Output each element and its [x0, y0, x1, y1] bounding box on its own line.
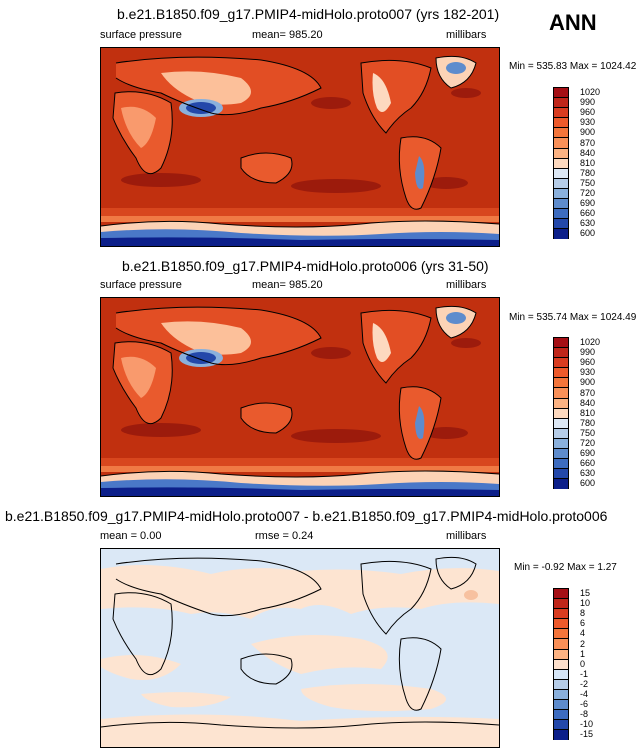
panel1-map [100, 47, 500, 247]
panel2-cbar-label: 630 [580, 468, 596, 479]
panel2-cbar-label: 840 [580, 397, 596, 408]
panel2-minmax: Min = 535.74 Max = 1024.49 [509, 312, 637, 323]
panel3-rmse-label: rmse = 0.24 [255, 530, 314, 542]
panel2-cbar-label: 750 [580, 427, 596, 438]
panel1-cbar-label: 900 [580, 127, 596, 138]
panel3-cbar-label: 6 [580, 618, 586, 629]
panel1-cbar-label: 750 [580, 177, 596, 188]
panel1-cbar-label: 720 [580, 188, 596, 198]
panel2-cbar-label: 720 [580, 438, 596, 448]
panel2-cbar-label: 780 [580, 417, 596, 428]
panel2-cbar-label: 930 [580, 367, 596, 378]
panel3-cbar-label: 4 [580, 628, 586, 639]
panel2-cbar-label: 870 [580, 387, 596, 398]
panel3-minmax: Min = -0.92 Max = 1.27 [514, 562, 617, 573]
panel1-cbar-label: 870 [580, 137, 596, 148]
panel3-cbar-label: -4 [580, 689, 589, 699]
panel2-cbar-label: 690 [580, 448, 596, 459]
panel2-units-label: millibars [446, 279, 487, 291]
panel3-cbar-label: -1 [580, 668, 589, 679]
panel1-variable-label: surface pressure [100, 29, 182, 41]
panel2-cbar-label: 900 [580, 377, 596, 388]
panel2-title: b.e21.B1850.f09_g17.PMIP4-midHolo.proto0… [122, 258, 489, 274]
panel3-cbar-label: -6 [580, 699, 589, 710]
panel3-cbar-label: 15 [580, 588, 591, 598]
panel3-cbar-label: -8 [580, 709, 589, 720]
panel2-cbar-label: 1020 [580, 337, 601, 347]
panel2-variable-label: surface pressure [100, 279, 182, 291]
panel1-cbar-label: 930 [580, 117, 596, 128]
panel3-colorbar [553, 588, 569, 741]
panel3-map [100, 548, 500, 748]
panel2-map-field [101, 305, 499, 496]
panel3-units-label: millibars [446, 530, 487, 542]
panel3-cbar-label: -2 [580, 678, 589, 689]
panel1-colorbar [553, 87, 569, 240]
panel2-cbar-label: 660 [580, 458, 596, 469]
panel2-cbar-label: 600 [580, 478, 596, 489]
panel1-title: b.e21.B1850.f09_g17.PMIP4-midHolo.proto0… [117, 6, 500, 22]
panel1-cbar-label: 690 [580, 198, 596, 209]
panel3-cbar-label: 8 [580, 608, 586, 619]
panel1-cbar-label: 810 [580, 157, 596, 168]
panel2-mean-label: mean= 985.20 [252, 279, 323, 291]
panel1-map-field [101, 55, 499, 246]
panel3-cbar-label: 1 [580, 648, 586, 659]
panel1-cbar-label: 630 [580, 218, 596, 229]
panel1-cbar-label: 660 [580, 208, 596, 219]
panel2-cbar-label: 960 [580, 357, 596, 368]
panel1-cbar-label: 600 [580, 228, 596, 239]
panel2-colorbar [553, 337, 569, 490]
panel1-cbar-label: 1020 [580, 87, 601, 97]
panel3-cbar-label: -15 [580, 729, 594, 740]
panel1-cbar-label: 840 [580, 147, 596, 158]
panel3-mean-label: mean = 0.00 [100, 530, 162, 542]
panel3-map-field [101, 556, 499, 747]
panel3-cbar-label: 2 [580, 638, 586, 649]
panel3-title: b.e21.B1850.f09_g17.PMIP4-midHolo.proto0… [5, 508, 608, 524]
panel2-map [100, 297, 500, 497]
panel3-cbar-label: 10 [580, 598, 591, 609]
panel1-units-label: millibars [446, 29, 487, 41]
panel1-mean-label: mean= 985.20 [252, 29, 323, 41]
panel1-minmax: Min = 535.83 Max = 1024.42 [509, 61, 637, 72]
panel2-cbar-label: 810 [580, 407, 596, 418]
season-label: ANN [549, 10, 597, 35]
panel3-cbar-label: -10 [580, 719, 594, 730]
panel1-cbar-label: 960 [580, 107, 596, 118]
panel1-cbar-label: 780 [580, 167, 596, 178]
panel2-cbar-label: 990 [580, 347, 596, 358]
panel3-cbar-label: 0 [580, 658, 586, 669]
panel1-cbar-label: 990 [580, 97, 596, 108]
